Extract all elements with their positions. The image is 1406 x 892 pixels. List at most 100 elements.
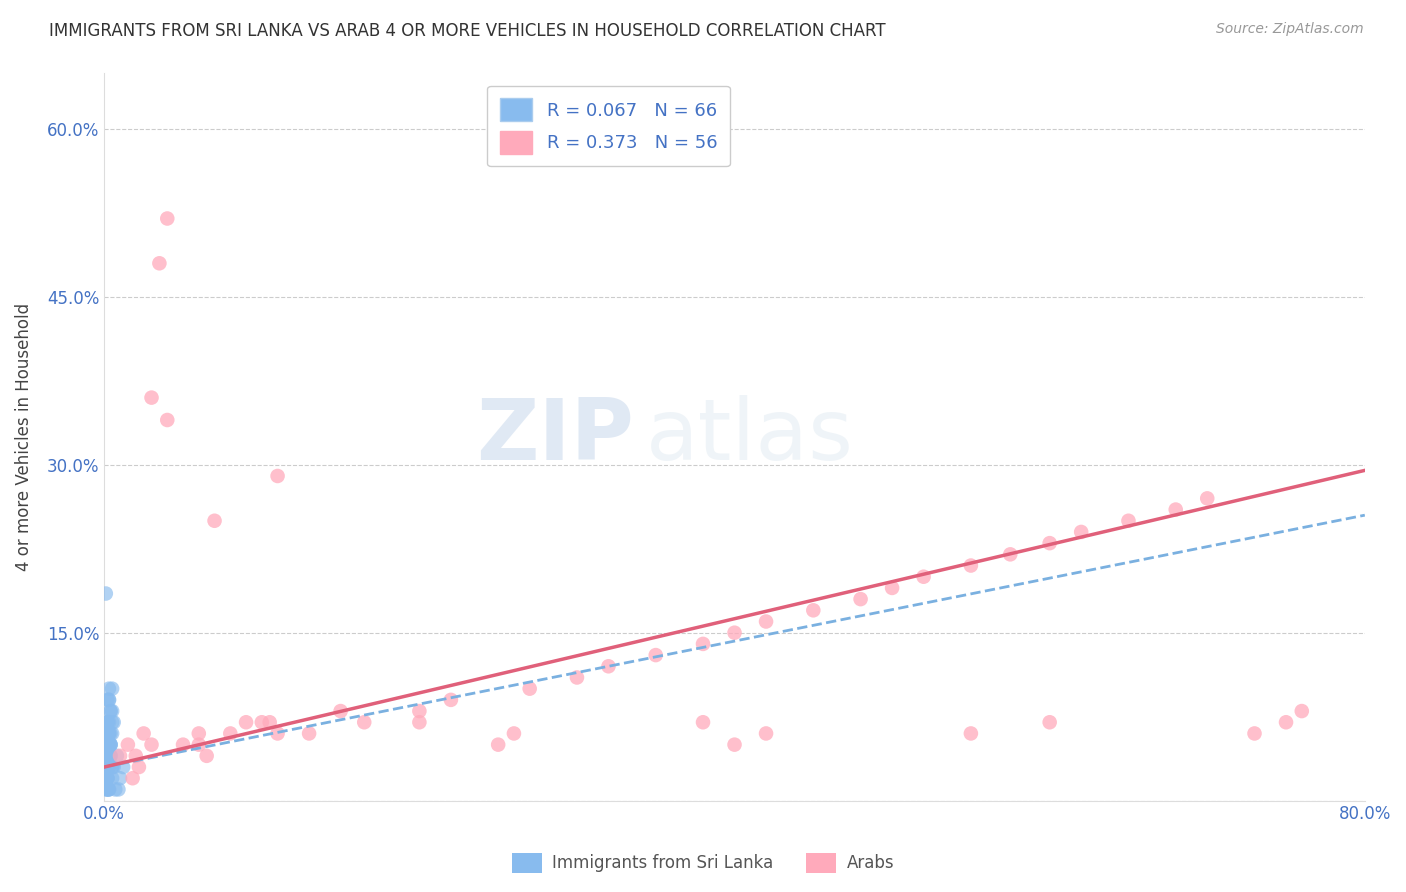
Point [112, 760, 135, 774]
Point [1039, 715, 1062, 730]
Point [1000, 547, 1022, 561]
Point [98, 782, 121, 797]
Point [148, 256, 170, 270]
Point [266, 726, 288, 740]
Point [107, 782, 129, 797]
Point [96, 771, 118, 785]
Point [101, 760, 124, 774]
Point [96, 715, 118, 730]
Point [692, 637, 714, 651]
Point [801, 603, 824, 617]
Point [101, 771, 124, 785]
Point [98, 738, 121, 752]
Point [100, 704, 122, 718]
Point [156, 413, 179, 427]
Point [204, 514, 226, 528]
Point [912, 570, 935, 584]
Point [141, 738, 163, 752]
Point [94, 760, 117, 774]
Point [100, 738, 122, 752]
Point [98, 738, 121, 752]
Point [98, 681, 121, 696]
Point [98, 693, 121, 707]
Point [96, 726, 118, 740]
Point [723, 625, 745, 640]
Point [486, 738, 509, 752]
Point [440, 693, 463, 707]
Point [98, 715, 121, 730]
Point [250, 715, 273, 730]
Point [1243, 726, 1265, 740]
Point [121, 771, 143, 785]
Point [94, 586, 117, 600]
Point [1039, 536, 1062, 550]
Point [96, 771, 118, 785]
Point [96, 693, 118, 707]
Point [108, 748, 131, 763]
Point [503, 726, 526, 740]
Point [96, 738, 118, 752]
Point [96, 771, 118, 785]
Text: IMMIGRANTS FROM SRI LANKA VS ARAB 4 OR MORE VEHICLES IN HOUSEHOLD CORRELATION CH: IMMIGRANTS FROM SRI LANKA VS ARAB 4 OR M… [49, 22, 886, 40]
Point [1118, 514, 1140, 528]
Point [101, 760, 124, 774]
Text: atlas: atlas [647, 395, 855, 478]
Point [94, 760, 117, 774]
Y-axis label: 4 or more Vehicles in Household: 4 or more Vehicles in Household [15, 302, 32, 571]
Point [1164, 502, 1187, 516]
Point [849, 592, 872, 607]
Point [235, 715, 257, 730]
Point [141, 391, 163, 405]
Point [117, 738, 139, 752]
Point [1275, 715, 1298, 730]
Point [519, 681, 541, 696]
Point [96, 748, 118, 763]
Point [1291, 704, 1313, 718]
Point [172, 738, 194, 752]
Point [96, 715, 118, 730]
Point [96, 782, 118, 797]
Point [100, 738, 122, 752]
Point [98, 782, 121, 797]
Point [565, 671, 588, 685]
Point [98, 748, 121, 763]
Point [329, 704, 352, 718]
Point [94, 726, 117, 740]
Point [98, 760, 121, 774]
Point [100, 704, 122, 718]
Point [98, 726, 121, 740]
Point [94, 771, 117, 785]
Point [96, 738, 118, 752]
Legend: Immigrants from Sri Lanka, Arabs: Immigrants from Sri Lanka, Arabs [505, 847, 901, 880]
Point [94, 748, 117, 763]
Point [103, 715, 125, 730]
Point [96, 738, 118, 752]
Point [128, 760, 150, 774]
Text: Source: ZipAtlas.com: Source: ZipAtlas.com [1216, 22, 1364, 37]
Point [187, 726, 209, 740]
Point [94, 771, 117, 785]
Point [100, 738, 122, 752]
Point [94, 748, 117, 763]
Point [598, 659, 620, 673]
Point [100, 748, 122, 763]
Point [101, 704, 124, 718]
Point [100, 748, 122, 763]
Point [723, 738, 745, 752]
Point [266, 469, 288, 483]
Point [259, 715, 281, 730]
Point [94, 782, 117, 797]
Point [98, 693, 121, 707]
Point [1070, 524, 1092, 539]
Point [100, 726, 122, 740]
Point [132, 726, 155, 740]
Point [108, 771, 131, 785]
Point [960, 726, 983, 740]
Point [195, 748, 218, 763]
Point [1197, 491, 1219, 506]
Point [298, 726, 321, 740]
Point [94, 771, 117, 785]
Point [187, 738, 209, 752]
Point [880, 581, 903, 595]
Point [960, 558, 983, 573]
